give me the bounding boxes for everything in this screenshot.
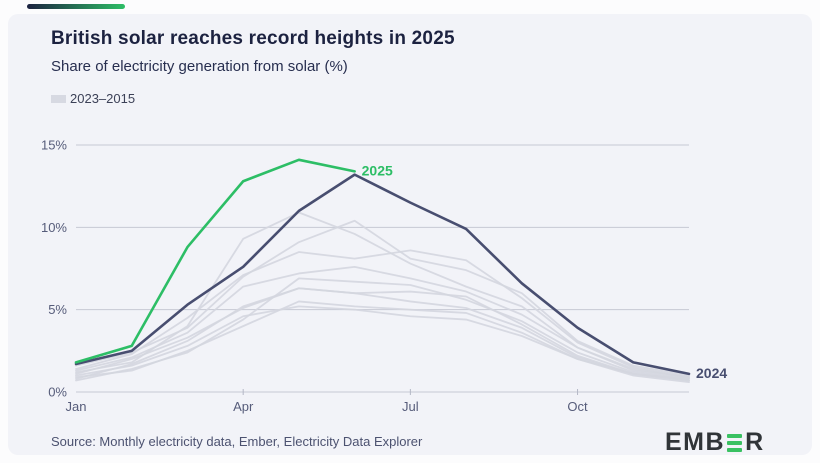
legend: 2023–2015 <box>51 91 135 106</box>
logo-text-emb: EMB <box>665 428 726 456</box>
y-tick-label: 0% <box>48 385 67 400</box>
logo-e-bars-icon <box>727 433 743 452</box>
series-2019-line <box>75 287 690 380</box>
series-2023-line <box>75 219 690 377</box>
logo-text-r: R <box>745 428 765 456</box>
series-2022-line <box>75 249 690 379</box>
page-title: British solar reaches record heights in … <box>51 28 455 49</box>
x-tick-label: Apr <box>233 399 254 414</box>
source-text: Source: Monthly electricity data, Ember,… <box>51 434 423 449</box>
series-2018-line <box>75 277 690 382</box>
series-2025-line <box>74 158 356 364</box>
y-tick-label: 10% <box>41 220 67 235</box>
chart-subtitle: Share of electricity generation from sol… <box>51 58 348 75</box>
legend-label: 2023–2015 <box>70 91 136 106</box>
series-2024-line <box>74 173 691 376</box>
series-2025-label: 2025 <box>362 162 393 178</box>
x-tick-label: Jul <box>402 399 419 414</box>
series-2024-label: 2024 <box>696 365 727 381</box>
ember-logo: EMB R <box>665 428 765 457</box>
series-2017-line <box>75 287 690 382</box>
x-tick-label: Oct <box>567 399 588 414</box>
series-2016-line <box>75 300 690 384</box>
x-tick-label: Jan <box>66 399 87 414</box>
accent-gradient-bar <box>27 4 125 9</box>
y-tick-label: 15% <box>41 138 67 153</box>
series-2021-line <box>75 265 690 379</box>
legend-swatch <box>51 94 66 103</box>
y-tick-label: 5% <box>48 302 67 317</box>
series-2015-line <box>75 305 690 382</box>
